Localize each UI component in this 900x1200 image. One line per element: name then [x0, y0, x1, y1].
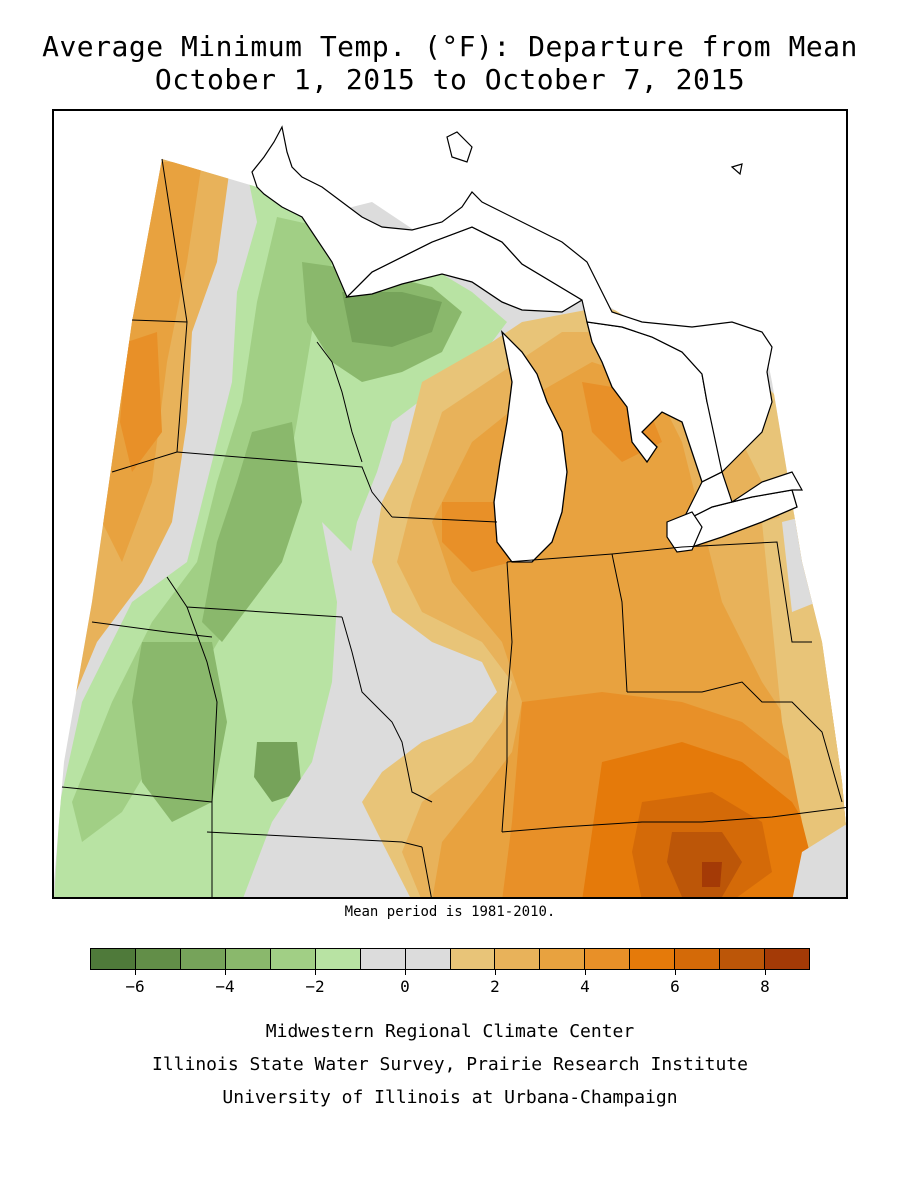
legend-tick — [404, 970, 406, 975]
color-scale-legend — [90, 948, 810, 970]
legend-tick-label: 4 — [580, 977, 590, 996]
lake-michigan — [493, 330, 568, 563]
legend-swatch — [180, 949, 226, 969]
legend-swatch — [450, 949, 496, 969]
legend-tick-label: 2 — [490, 977, 500, 996]
canada-land — [251, 125, 804, 553]
legend-swatch — [405, 949, 451, 969]
legend-tick-label: 6 — [670, 977, 680, 996]
mean-period-note: Mean period is 1981-2010. — [344, 904, 556, 920]
credit-mrcc: Midwestern Regional Climate Center — [265, 1021, 635, 1042]
legend-tick-label: −2 — [305, 977, 325, 996]
legend-swatch — [91, 949, 136, 969]
legend-swatch — [540, 949, 586, 969]
legend-swatch — [270, 949, 316, 969]
legend-tick — [494, 970, 496, 975]
legend-tick-label: −6 — [125, 977, 145, 996]
legend-tick-label: −4 — [215, 977, 235, 996]
legend-swatch — [495, 949, 541, 969]
legend-swatch — [675, 949, 721, 969]
temperature-departure-map — [54, 125, 846, 897]
state-borders — [61, 158, 846, 897]
legend-swatch — [135, 949, 181, 969]
legend-swatch — [315, 949, 361, 969]
map-date-range: October 1, 2015 to October 7, 2015 — [154, 63, 746, 96]
legend-swatch — [360, 949, 406, 969]
map-frame — [52, 109, 848, 899]
credit-isws: Illinois State Water Survey, Prairie Res… — [151, 1054, 749, 1075]
legend-tick — [764, 970, 766, 975]
legend-tick-label: 8 — [760, 977, 770, 996]
legend-swatch — [630, 949, 676, 969]
legend-tick — [314, 970, 316, 975]
legend-swatch — [720, 949, 766, 969]
legend-tick-label: 0 — [400, 977, 410, 996]
legend-tick — [134, 970, 136, 975]
legend-tick — [674, 970, 676, 975]
legend-swatch — [585, 949, 631, 969]
credit-uiuc: University of Illinois at Urbana-Champai… — [222, 1087, 678, 1108]
legend-tick — [224, 970, 226, 975]
legend-swatch — [225, 949, 271, 969]
map-title: Average Minimum Temp. (°F): Departure fr… — [42, 30, 858, 63]
legend-swatch — [765, 949, 809, 969]
legend-tick — [584, 970, 586, 975]
